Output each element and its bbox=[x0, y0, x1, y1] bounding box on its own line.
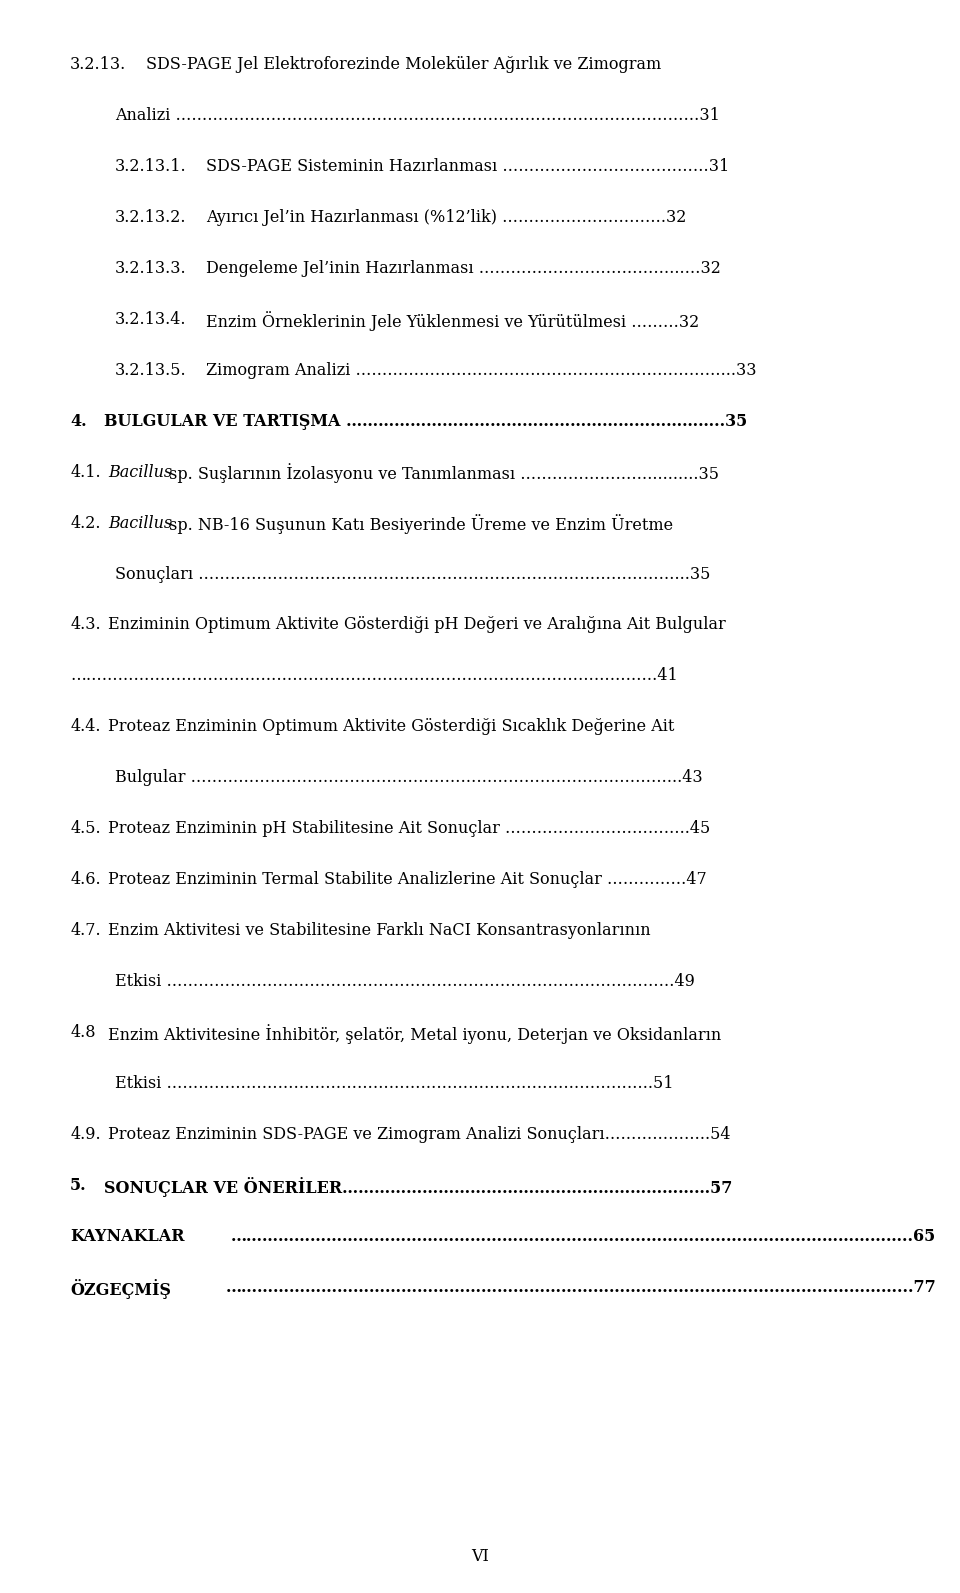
Text: 4.: 4. bbox=[70, 413, 86, 430]
Text: KAYNAKLAR: KAYNAKLAR bbox=[70, 1228, 184, 1246]
Text: 5.: 5. bbox=[70, 1177, 86, 1195]
Text: Sonuçları ………………………………………………………………………………...35: Sonuçları ………………………………………………………………………………… bbox=[115, 566, 710, 583]
Text: 3.2.13.2.: 3.2.13.2. bbox=[115, 209, 186, 226]
Text: SONUÇLAR VE ÖNERİLER……………………………………………………………57: SONUÇLAR VE ÖNERİLER……………………………………………………… bbox=[104, 1177, 732, 1198]
Text: 4.2.: 4.2. bbox=[70, 515, 101, 532]
Text: 3.2.13.5.: 3.2.13.5. bbox=[115, 362, 187, 379]
Text: 4.7.: 4.7. bbox=[70, 922, 101, 940]
Text: Etkisi ……………………………………………………………………………………49: Etkisi ……………………………………………………………………………………4… bbox=[115, 973, 695, 991]
Text: Proteaz Enziminin Optimum Aktivite Gösterdiği Sıcaklık Değerine Ait: Proteaz Enziminin Optimum Aktivite Göste… bbox=[108, 718, 675, 736]
Text: 3.2.13.1.: 3.2.13.1. bbox=[115, 158, 187, 175]
Text: …………………………………………………………………………………………………41: …………………………………………………………………………………………………41 bbox=[70, 667, 678, 685]
Text: Enzim Aktivitesine İnhibitör, şelatör, Metal iyonu, Deterjan ve Oksidanların: Enzim Aktivitesine İnhibitör, şelatör, M… bbox=[108, 1024, 722, 1045]
Text: 4.3.: 4.3. bbox=[70, 616, 101, 634]
Text: ÖZGEÇMİŞ: ÖZGEÇMİŞ bbox=[70, 1279, 171, 1300]
Text: sp. Suşlarının İzolasyonu ve Tanımlanması ……………………..........35: sp. Suşlarının İzolasyonu ve Tanımlanmas… bbox=[163, 464, 719, 484]
Text: Enzim Örneklerinin Jele Yüklenmesi ve Yürütülmesi ………32: Enzim Örneklerinin Jele Yüklenmesi ve Yü… bbox=[206, 311, 700, 331]
Text: Enzim Aktivitesi ve Stabilitesine Farklı NaCI Konsantrasyonlarının: Enzim Aktivitesi ve Stabilitesine Farklı… bbox=[108, 922, 651, 940]
Text: Enziminin Optimum Aktivite Gösterdiği pH Değeri ve Aralığına Ait Bulgular: Enziminin Optimum Aktivite Gösterdiği pH… bbox=[108, 616, 726, 634]
Text: Etkisi ………………………………………………………………………………..51: Etkisi ………………………………………………………………………………..5… bbox=[115, 1075, 674, 1093]
Text: 3.2.13.4.: 3.2.13.4. bbox=[115, 311, 186, 328]
Text: Analizi ………………………………………………………………………………………31: Analizi ……………………………………………………………………………………… bbox=[115, 107, 720, 124]
Text: ………………………………………………………………………………………………………………...77: …………………………………………………………………………………………………………… bbox=[226, 1279, 936, 1297]
Text: 4.9.: 4.9. bbox=[70, 1126, 101, 1144]
Text: BULGULAR VE TARTIŞMA ……………………………………………………………..35: BULGULAR VE TARTIŞMA …………………………………………………… bbox=[104, 413, 747, 430]
Text: 3.2.13.3.: 3.2.13.3. bbox=[115, 260, 187, 277]
Text: Proteaz Enziminin pH Stabilitesine Ait Sonuçlar ……………………………..45: Proteaz Enziminin pH Stabilitesine Ait S… bbox=[108, 820, 710, 838]
Text: Ayırıcı Jel’in Hazırlanması (%12’lik) ………………………….32: Ayırıcı Jel’in Hazırlanması (%12’lik) ……… bbox=[206, 209, 686, 226]
Text: SDS-PAGE Sisteminin Hazırlanması …………………………………31: SDS-PAGE Sisteminin Hazırlanması …………………… bbox=[206, 158, 730, 175]
Text: 4.8: 4.8 bbox=[70, 1024, 96, 1042]
Text: SDS-PAGE Jel Elektroforezinde Moleküler Ağırlık ve Zimogram: SDS-PAGE Jel Elektroforezinde Moleküler … bbox=[146, 56, 661, 73]
Text: Proteaz Enziminin SDS-PAGE ve Zimogram Analizi Sonuçları………………..54: Proteaz Enziminin SDS-PAGE ve Zimogram A… bbox=[108, 1126, 731, 1144]
Text: VI: VI bbox=[471, 1548, 489, 1566]
Text: 4.5.: 4.5. bbox=[70, 820, 101, 838]
Text: Dengeleme Jel’inin Hazırlanması ………………………………...…32: Dengeleme Jel’inin Hazırlanması ……………………… bbox=[206, 260, 721, 277]
Text: Proteaz Enziminin Termal Stabilite Analizlerine Ait Sonuçlar ……………47: Proteaz Enziminin Termal Stabilite Anali… bbox=[108, 871, 708, 889]
Text: Bacillus: Bacillus bbox=[108, 515, 173, 532]
Text: 4.1.: 4.1. bbox=[70, 464, 101, 481]
Text: Bulgular ………………………………………………………………………………...43: Bulgular ……………………………………………………………………………….… bbox=[115, 769, 703, 787]
Text: 4.6.: 4.6. bbox=[70, 871, 101, 889]
Text: ………………………………………………………………………………………………………………..65: …………………………………………………………………………………………………………… bbox=[230, 1228, 936, 1246]
Text: 4.4.: 4.4. bbox=[70, 718, 101, 736]
Text: 3.2.13.: 3.2.13. bbox=[70, 56, 127, 73]
Text: sp. NB-16 Suşunun Katı Besiyerinde Üreme ve Enzim Üretme: sp. NB-16 Suşunun Katı Besiyerinde Üreme… bbox=[163, 515, 673, 535]
Text: Zimogram Analizi ……………………………………………………………...33: Zimogram Analizi ……………………………………………………………… bbox=[206, 362, 756, 379]
Text: Bacillus: Bacillus bbox=[108, 464, 173, 481]
